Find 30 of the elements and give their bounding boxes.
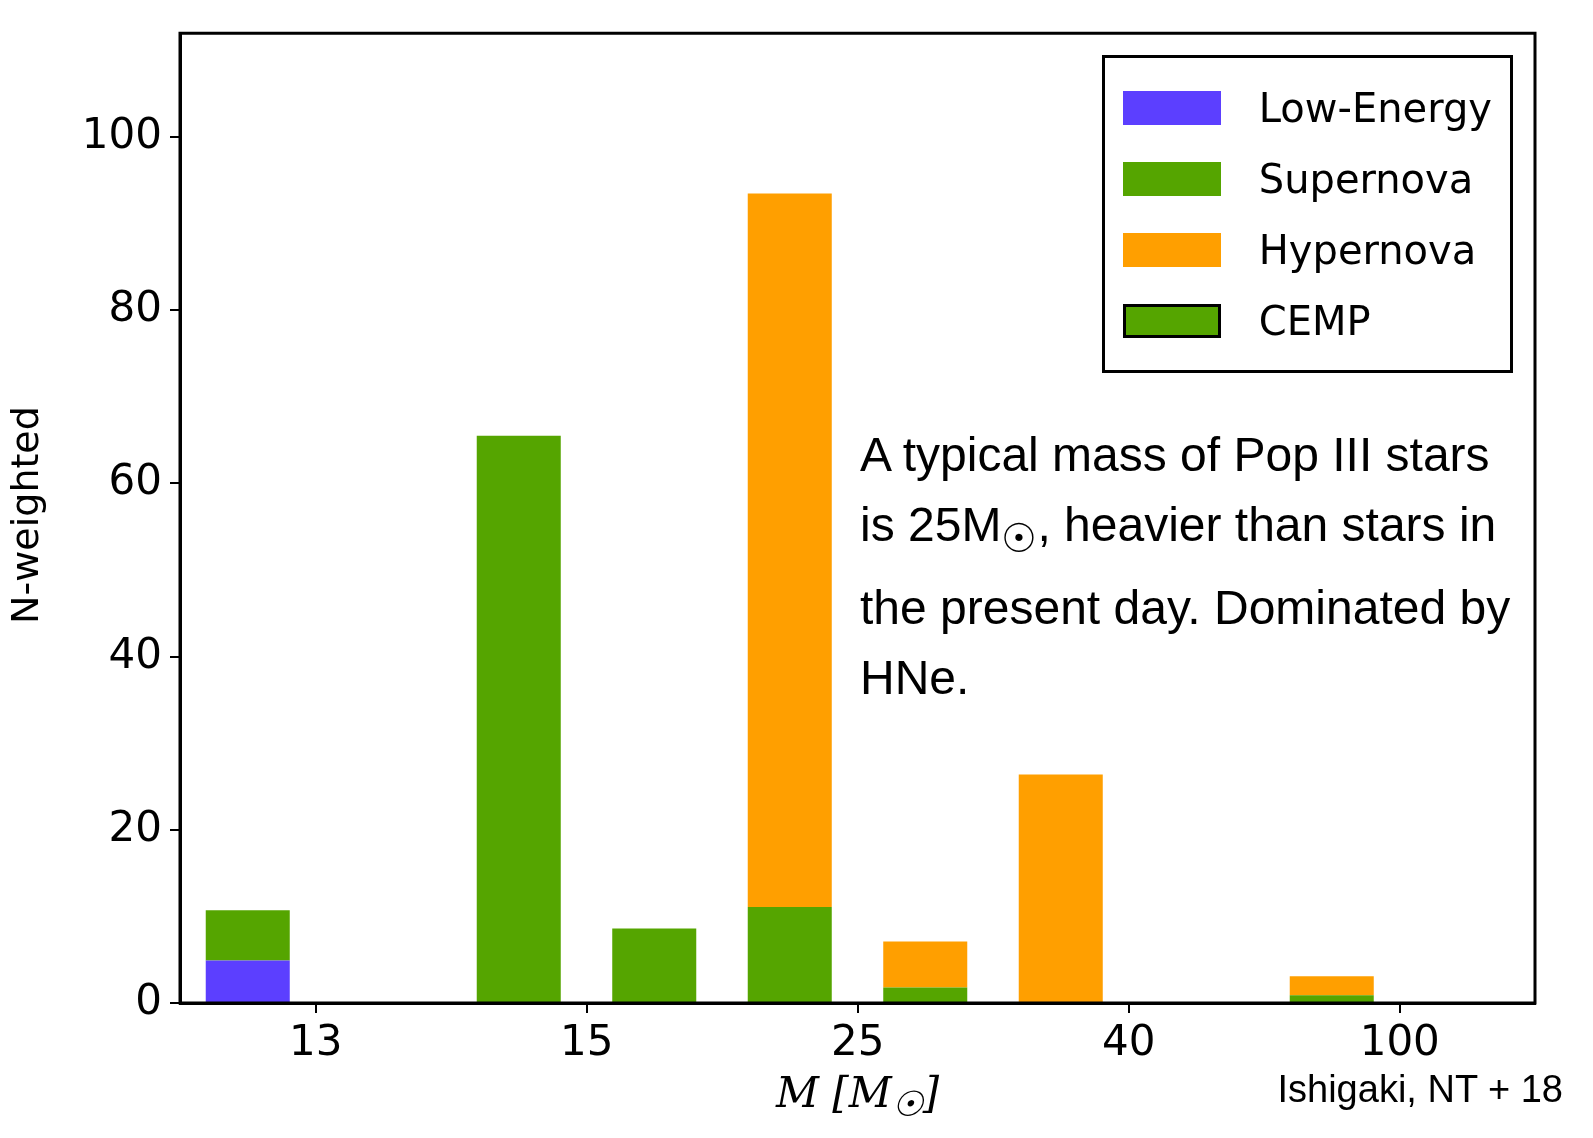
annotation: A typical mass of Pop III stars is 25M$_{☉}$, heavier than stars in the present day. Dominated by HNe. [860, 427, 1512, 706]
bar [205, 960, 290, 1002]
bar [883, 941, 968, 988]
bar [1289, 995, 1374, 1002]
bar [476, 435, 561, 1002]
y-tick-label: 100 [81, 109, 162, 159]
x-tick-label: 13 [289, 1016, 343, 1066]
x-tick-label: 100 [1359, 1016, 1440, 1066]
x-axis-title: M [M$_{☉}$] [774, 1068, 941, 1125]
bar [1289, 976, 1374, 996]
x-tick-label: 15 [560, 1016, 614, 1066]
legend-label: CEMP [1258, 297, 1371, 344]
legend-label: Supernova [1258, 155, 1474, 202]
text: Ishigaki, NT + 18 [1277, 1068, 1563, 1111]
bar [883, 987, 968, 1002]
bar [747, 193, 832, 907]
y-tick-label: 0 [135, 974, 162, 1024]
bar [1018, 774, 1103, 1002]
y-tick-label: 20 [108, 801, 162, 851]
legend-label: Hypernova [1258, 226, 1477, 273]
y-tick-label: 60 [108, 455, 162, 505]
y-tick-label: 80 [108, 282, 162, 332]
legend-label: Low-Energy [1258, 84, 1492, 131]
bar [747, 906, 832, 1002]
x-tick-label: 25 [831, 1016, 885, 1066]
bar [612, 928, 697, 1002]
y-axis-title: N-weighted [3, 405, 47, 626]
y-tick-label: 40 [108, 628, 162, 678]
bar [205, 910, 290, 961]
x-tick-label: 40 [1102, 1016, 1156, 1066]
